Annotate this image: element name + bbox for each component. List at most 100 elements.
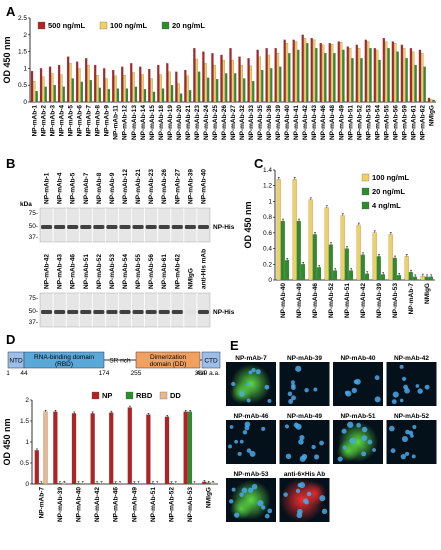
ctd-label: CTD — [204, 358, 218, 365]
western-blot: kDa NP-mAb-1 NP-mAb-4 NP-mAb-5 NP-mAb-7 NP-mA… — [20, 169, 235, 328]
nucleus — [251, 483, 258, 490]
nucleus — [261, 426, 266, 431]
nucleus — [361, 435, 368, 441]
x-tick-label: NP-mAb-6 — [77, 105, 84, 137]
nucleus — [311, 444, 316, 450]
x-tick-label: NP-mAb-62 — [419, 105, 426, 140]
x-tick-label: NP-mAb-46 — [320, 105, 327, 140]
x-tick-label: NP-mAb-3 — [50, 105, 57, 137]
nucleus — [267, 398, 272, 403]
bar — [136, 483, 141, 485]
bar — [424, 276, 429, 281]
bar — [146, 414, 151, 485]
ntd-label: NTD — [9, 358, 23, 365]
x-tick-label: NP-mAb-54 — [374, 105, 381, 140]
x-tick-label: NP-mAb-46 — [113, 487, 120, 522]
x-tick-label: NMIgG — [206, 487, 213, 508]
bar — [337, 41, 340, 103]
x-tick-label: NP-mAb-15 — [149, 105, 156, 140]
x-tick-label: NP-mAb-11 — [113, 105, 120, 140]
nucleus — [410, 434, 414, 438]
bar — [392, 257, 397, 281]
lane-label: NMIgG — [187, 268, 194, 289]
x-tick-label: NP-mAb-48 — [329, 105, 336, 140]
nucleus — [239, 439, 244, 444]
bar — [360, 254, 365, 281]
bar — [166, 63, 169, 103]
bar — [376, 256, 381, 281]
nucleus — [251, 368, 256, 373]
bar — [328, 43, 331, 103]
np-his-band — [93, 310, 105, 314]
legend-label: 4 ng/mL — [372, 201, 401, 210]
bar — [184, 69, 187, 103]
np-his-band — [67, 225, 79, 229]
bar — [80, 81, 83, 103]
y-tick-label: 2 — [25, 397, 29, 404]
x-tick-label: NP-mAb-52 — [328, 283, 335, 318]
bar — [400, 44, 404, 103]
bar — [121, 66, 124, 103]
x-tick-label: NP-mAb-4 — [59, 105, 66, 137]
nucleus — [341, 428, 347, 434]
y-axis-label: OD 450 nm — [2, 36, 12, 83]
bar — [328, 244, 333, 281]
legend-label: 100 ng/mL — [110, 21, 148, 30]
legend-label: RBD — [136, 391, 153, 400]
band-label: NP-His — [213, 309, 235, 316]
lane-label: NP-mAb-27 — [174, 169, 181, 204]
x-tick-label: NP-mAb-49 — [338, 105, 345, 140]
bar — [125, 88, 129, 103]
lane-label: anti-His mAb — [200, 249, 207, 289]
x-tick-label: NP-mAb-12 — [122, 105, 129, 140]
y-tick-label: 0.4 — [263, 246, 272, 253]
bar — [99, 483, 104, 485]
x-tick-label: NP-mAb-7 — [408, 283, 415, 315]
nucleus — [247, 487, 254, 493]
nucleus — [234, 512, 240, 518]
bar — [319, 43, 322, 103]
y-tick-label: 1 — [268, 198, 272, 205]
nucleus — [231, 381, 236, 387]
np-his-band — [171, 310, 183, 314]
panel-letter-c: C — [254, 156, 264, 171]
legend-label: DD — [170, 391, 181, 400]
lane-label: NP-mAb-9 — [109, 172, 116, 204]
bar — [344, 248, 349, 281]
panel-letter-e: E — [230, 338, 239, 353]
bar — [117, 483, 123, 485]
bar — [96, 75, 99, 103]
nucleus — [400, 454, 406, 460]
lane-label: NP-mAb-1 — [44, 172, 51, 204]
y-axis-label: OD 450 nm — [2, 418, 12, 465]
x-tick-label: NP-mAb-7 — [38, 487, 45, 519]
bar — [197, 71, 201, 103]
bar — [103, 68, 106, 103]
chart-d: 0 0.5 1 1.5 2 OD 450 nm NP-mAb-7 NP-mAb-39 NP-mA… — [2, 391, 218, 522]
nucleus — [351, 387, 358, 394]
nucleus — [299, 455, 306, 462]
bar — [428, 276, 434, 281]
np-his-band — [80, 225, 92, 229]
nucleus — [401, 435, 409, 443]
bar — [405, 58, 408, 103]
x-tick-label: NP-mAb-53 — [187, 487, 194, 522]
bar — [301, 34, 304, 103]
np-his-band — [184, 310, 196, 314]
bar — [342, 49, 345, 103]
bar — [274, 48, 277, 103]
y-tick-label: 2 — [23, 32, 27, 39]
micrograph-label: NP-mAb-49 — [287, 413, 322, 420]
nucleus — [287, 391, 293, 397]
bar — [53, 85, 56, 103]
np-domain-map: NTD RNA-binding domain(RBD) SR rich Dimeriz… — [6, 351, 221, 377]
bar — [288, 53, 291, 103]
bar — [66, 56, 70, 103]
nucleus — [231, 487, 236, 492]
bar — [292, 39, 295, 103]
np-his-band — [106, 225, 118, 229]
bar — [71, 78, 74, 103]
bar — [391, 41, 395, 103]
nucleus — [345, 390, 352, 397]
lane-label: NP-mAb-61 — [161, 254, 168, 289]
